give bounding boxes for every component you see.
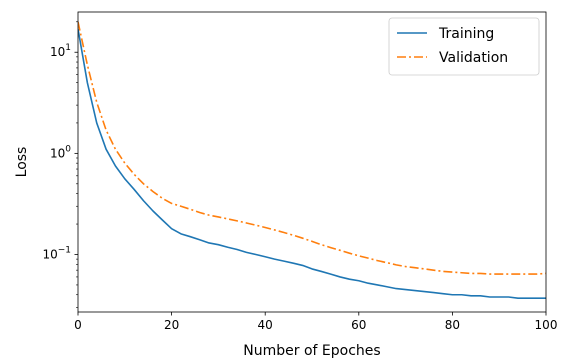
legend: Training Validation [388,17,540,76]
y-tick-label: 100 [50,144,71,160]
x-axis-label: Number of Epoches [243,343,380,359]
series-line-validation [78,21,546,275]
x-tick-label: 0 [74,318,82,332]
legend-label-training: Training [438,26,494,42]
x-tick-label: 80 [445,318,460,332]
y-tick-label: 101 [50,43,71,59]
legend-label-validation: Validation [439,50,508,66]
x-tick-label: 60 [351,318,366,332]
x-tick-label: 40 [258,318,273,332]
x-tick-label: 100 [535,318,558,332]
x-tick-label: 20 [164,318,179,332]
y-axis-label: Loss [14,147,30,178]
series-line-training [78,28,546,299]
plot-frame [77,11,547,313]
y-tick-label: 10−1 [42,245,71,261]
